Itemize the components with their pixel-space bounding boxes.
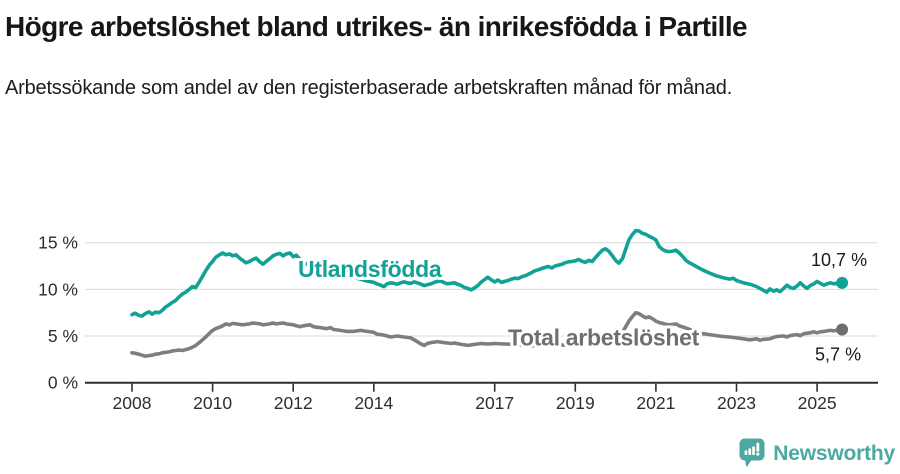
x-tick-label-2019: 2019 — [556, 393, 595, 413]
y-tick-label-15: 15 % — [38, 233, 78, 253]
x-tick-label-2012: 2012 — [274, 393, 313, 413]
x-tick-label-2021: 2021 — [636, 393, 675, 413]
x-tick-label-2023: 2023 — [717, 393, 756, 413]
x-tick-label-2017: 2017 — [475, 393, 514, 413]
chart-subtitle: Arbetssökande som andel av den registerb… — [5, 77, 733, 99]
page-title: Högre arbetslöshet bland utrikes- än inr… — [5, 11, 748, 42]
series-label-utlandsfodda: Utlandsfödda — [298, 256, 442, 282]
newsworthy-branding: Newsworthy — [738, 437, 895, 472]
y-tick-label-0: 0 % — [48, 373, 78, 393]
x-tick-label-2014: 2014 — [354, 393, 393, 413]
end-dot-total — [836, 323, 849, 336]
x-tick-label-2008: 2008 — [113, 393, 152, 413]
chart-header: Högre arbetslöshet bland utrikes- än inr… — [5, 8, 748, 103]
newsworthy-wordmark: Newsworthy — [773, 442, 895, 465]
series-label-total: Total arbetslöshet — [508, 324, 700, 350]
end-dot-utlandsfodda — [836, 276, 849, 289]
newsworthy-logo-icon — [738, 437, 766, 472]
end-value-label-total: 5,7 % — [815, 345, 861, 365]
y-tick-label-10: 10 % — [38, 279, 78, 299]
end-value-label-utlandsfodda: 10,7 % — [811, 250, 867, 270]
x-tick-label-2025: 2025 — [798, 393, 837, 413]
series-line-total — [130, 310, 844, 358]
series-line-utlandsfodda — [130, 228, 844, 318]
x-tick-label-2010: 2010 — [193, 393, 232, 413]
y-tick-label-5: 5 % — [48, 326, 78, 346]
